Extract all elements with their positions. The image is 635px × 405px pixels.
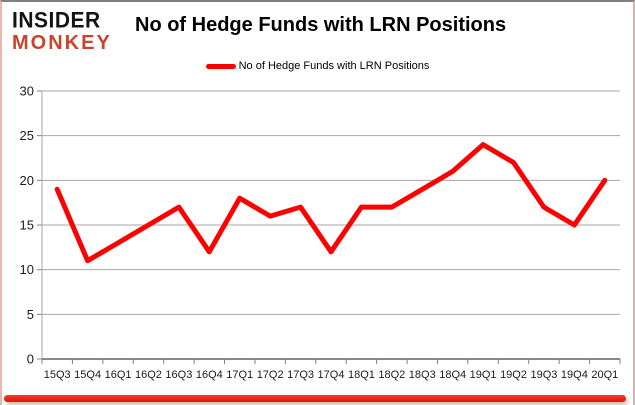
x-axis-tick-label: 19Q2 bbox=[500, 369, 527, 381]
x-axis-tick-label: 16Q2 bbox=[135, 369, 162, 381]
x-axis-tick-label: 16Q1 bbox=[105, 369, 132, 381]
y-axis-tick-label: 0 bbox=[27, 352, 34, 367]
bottom-accent-bar bbox=[4, 395, 626, 402]
y-axis-tick-label: 5 bbox=[27, 307, 34, 322]
y-axis-tick-label: 15 bbox=[20, 218, 34, 233]
x-axis-tick-label: 17Q1 bbox=[226, 369, 253, 381]
x-axis-tick-label: 17Q4 bbox=[318, 369, 345, 381]
y-axis-tick-label: 10 bbox=[20, 262, 34, 277]
x-axis-tick-label: 18Q1 bbox=[348, 369, 375, 381]
y-axis-tick-label: 30 bbox=[20, 84, 34, 99]
logo-word-monkey: MONKEY bbox=[12, 32, 112, 54]
x-axis-tick-label: 15Q4 bbox=[74, 369, 101, 381]
legend: No of Hedge Funds with LRN Positions bbox=[2, 60, 633, 72]
x-axis-tick-label: 19Q4 bbox=[561, 369, 588, 381]
x-axis-tick-label: 16Q4 bbox=[196, 369, 223, 381]
insider-monkey-logo: INSIDER MONKEY bbox=[12, 8, 112, 54]
x-axis-tick-label: 18Q2 bbox=[378, 369, 405, 381]
x-axis-tick-label: 15Q3 bbox=[44, 369, 71, 381]
line-chart: 0 5 10 15 20 25 30 15Q3 15Q4 16Q1 16Q2 16Q3 16Q4 17Q1… bbox=[20, 84, 621, 381]
x-axis-tick-label: 17Q2 bbox=[257, 369, 284, 381]
x-axis-tick-label: 18Q3 bbox=[409, 369, 436, 381]
x-axis-tick-label: 16Q3 bbox=[165, 369, 192, 381]
x-axis-tick-label: 19Q3 bbox=[530, 369, 557, 381]
page-title: No of Hedge Funds with LRN Positions bbox=[135, 14, 507, 36]
x-axis-tick-label: 19Q1 bbox=[470, 369, 497, 381]
y-axis-tick-label: 20 bbox=[20, 173, 34, 188]
legend-line-swatch bbox=[205, 63, 236, 69]
series-line bbox=[54, 142, 608, 264]
legend-label: No of Hedge Funds with LRN Positions bbox=[238, 60, 430, 72]
x-axis-tick-label: 20Q1 bbox=[591, 369, 618, 381]
logo-word-insider: INSIDER bbox=[12, 8, 101, 33]
x-axis-tick-label: 18Q4 bbox=[439, 369, 466, 381]
y-axis-tick-label: 25 bbox=[20, 128, 34, 143]
x-axis-tick-label: 17Q3 bbox=[287, 369, 314, 381]
